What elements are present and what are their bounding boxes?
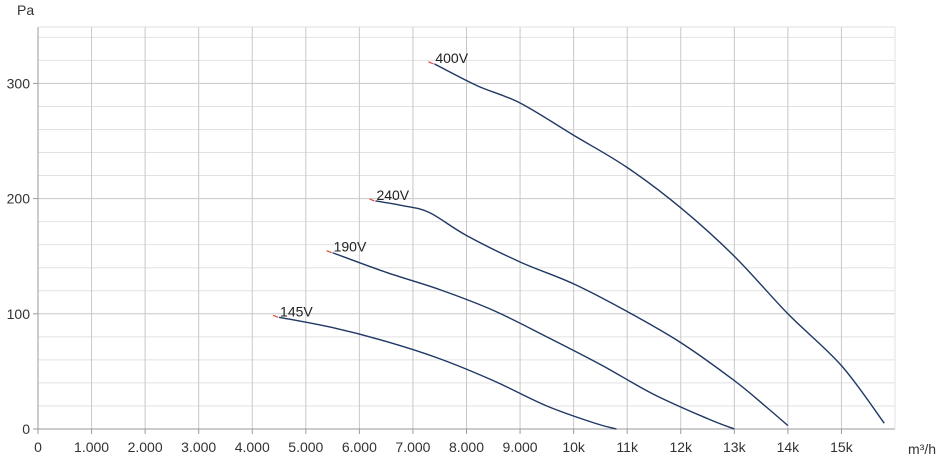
x-tick-label: 12k: [669, 439, 693, 455]
series-label-190v: 190V: [334, 239, 367, 255]
curve-start-marker: [272, 314, 279, 318]
x-tick-label: 13k: [723, 439, 747, 455]
curve-190v: [332, 252, 735, 430]
grid: [38, 27, 895, 429]
axes: [33, 26, 896, 434]
x-tick-label: 14k: [777, 439, 801, 455]
curve-240v: [375, 200, 789, 427]
curve-start-marker: [428, 61, 434, 65]
x-tick-label: 10k: [562, 439, 586, 455]
x-tick-label: 7.000: [395, 439, 430, 455]
y-tick-label: 100: [7, 306, 31, 322]
y-axis-unit: Pa: [17, 2, 34, 18]
y-tick-label: 200: [7, 191, 31, 207]
series-label-400v: 400V: [435, 50, 468, 66]
curve-145v: [278, 316, 617, 430]
series-label-145v: 145V: [280, 303, 313, 319]
x-tick-label: 2.000: [128, 439, 163, 455]
x-tick-label: 6.000: [342, 439, 377, 455]
x-tick-label: 5.000: [288, 439, 323, 455]
series-curves: [272, 61, 885, 430]
x-tick-label: 15k: [830, 439, 854, 455]
y-tick-label: 300: [7, 75, 31, 91]
curve-400v: [434, 63, 885, 424]
curve-start-marker: [326, 250, 332, 254]
x-tick-label: 3.000: [181, 439, 216, 455]
x-tick-label: 1.000: [74, 439, 109, 455]
series-label-240v: 240V: [376, 187, 409, 203]
x-tick-label: 8.000: [449, 439, 484, 455]
x-tick-label: 0: [34, 439, 42, 455]
x-tick-label: 11k: [616, 439, 639, 455]
x-axis-unit: m³/h: [908, 441, 936, 457]
curve-start-marker: [369, 198, 375, 202]
tick-labels: 0 100 200 300 0 1.000 2.000 3.000 4.000 5.000 6.00…: [7, 50, 854, 455]
y-tick-label: 0: [22, 421, 30, 437]
x-tick-label: 9.000: [503, 439, 538, 455]
x-tick-label: 4.000: [235, 439, 270, 455]
